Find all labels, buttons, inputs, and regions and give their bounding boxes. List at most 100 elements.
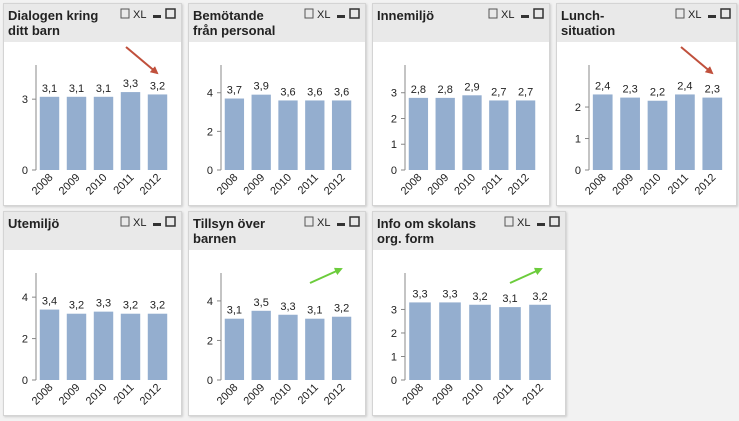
title-line: ditt barn [8,23,60,38]
toolbar: XL [120,8,176,21]
bar [251,310,271,380]
value-label: 2,3 [705,84,720,96]
print-icon [504,216,514,227]
maximize-button[interactable] [165,216,176,227]
value-label: 3,2 [69,300,84,312]
value-label: 3,1 [502,293,517,305]
value-label: 2,9 [464,81,479,93]
x-tick-label: 2008 [399,172,425,198]
x-tick-label: 2010 [268,172,294,198]
bar [305,318,325,380]
chart: 0 1 2 2,4 2008 2,3 2009 2,2 2010 2,4 2011 2,3 2012 [575,46,723,198]
maximize-button[interactable] [349,216,360,227]
maximize-button[interactable] [165,8,176,19]
trend-arrow [309,267,343,284]
y-tick-label: 4 [22,292,28,304]
chart-panel: Bemötande från personal XL 0 2 4 3,7 2008 3,9 200… [188,3,366,206]
trend-arrow [680,46,714,75]
xl-button[interactable]: XL [317,9,330,21]
bar [39,96,60,170]
chart-title: Bemötande från personal [193,8,275,38]
xl-button[interactable]: XL [501,9,514,21]
bar [278,100,298,170]
chart-title: Tillsyn över barnen [193,216,265,246]
print-icon [120,8,130,19]
toolbar: XL [675,8,731,21]
x-tick-label: 2012 [138,172,164,198]
bar [66,96,87,170]
x-tick-label: 2009 [430,382,456,408]
toolbar: XL [304,8,360,21]
toolbar: XL [488,8,544,21]
minimize-button[interactable] [521,15,529,18]
toolbar: XL [304,216,360,229]
bar [408,97,429,170]
y-tick-label: 0 [22,375,28,387]
xl-button[interactable]: XL [688,9,701,21]
x-tick-label: 2010 [268,382,294,408]
bar [305,100,325,170]
x-tick-label: 2010 [638,172,664,198]
title-line: Bemötande [193,8,264,23]
x-tick-label: 2011 [480,172,505,197]
value-label: 3,3 [412,288,427,300]
title-line: Dialogen kring [8,8,99,23]
value-label: 3,1 [307,305,322,317]
value-label: 2,3 [622,84,637,96]
chart: 0 2 4 3,7 2008 3,9 2009 3,6 2010 3,6 2011 3,6 2012 [207,65,352,198]
value-label: 3,2 [532,291,547,303]
x-tick-label: 2012 [322,382,348,408]
x-tick-label: 2010 [460,382,486,408]
maximize-button[interactable] [720,8,731,19]
minimize-button[interactable] [337,15,345,18]
y-tick-label: 2 [391,328,397,340]
chart-panel: Utemiljö XL 0 2 4 3,4 2008 3,2 2009 3,3 2010 3,2 201… [3,211,182,416]
xl-button[interactable]: XL [133,217,146,229]
y-tick-label: 0 [391,375,397,387]
y-tick-label: 2 [575,102,581,114]
bar [439,302,461,380]
x-tick-label: 2009 [426,172,452,198]
maximize-button[interactable] [349,8,360,19]
bar [462,95,482,170]
xl-button[interactable]: XL [133,9,146,21]
minimize-button[interactable] [537,223,545,226]
chart-title: Utemiljö [8,216,59,231]
value-label: 3,2 [472,291,487,303]
chart-panel: Innemiljö XL 0 1 2 3 2,8 2008 2,8 2009 2,9 2010 2,7 2… [372,3,550,206]
x-tick-label: 2012 [520,382,546,408]
y-tick-label: 1 [391,351,397,363]
x-tick-label: 2011 [111,172,136,197]
title-line: Info om skolans [377,216,476,231]
x-tick-label: 2012 [693,172,719,198]
chart-panel: Dialogen kring ditt barn XL 0 3 3,1 2008 3,1 200… [3,3,182,206]
minimize-button[interactable] [153,15,161,18]
maximize-button[interactable] [549,216,560,227]
trend-arrow [125,46,159,75]
x-tick-label: 2012 [506,172,532,198]
chart: 0 1 2 3 2,8 2008 2,8 2009 2,9 2010 2,7 2011 2,7 2012 [391,65,536,198]
minimize-button[interactable] [153,223,161,226]
value-label: 3,2 [150,300,165,312]
value-label: 3,3 [96,298,111,310]
y-tick-label: 3 [391,88,397,100]
maximize-button[interactable] [533,8,544,19]
panel-header: Lunch-situation XL [557,4,736,42]
value-label: 3,6 [280,86,295,98]
bar [331,316,352,380]
bar [147,313,168,380]
x-tick-label: 2009 [57,382,83,408]
minimize-button[interactable] [708,15,716,18]
panel-header: Bemötande från personal XL [189,4,365,42]
xl-button[interactable]: XL [517,217,530,229]
bar [251,94,271,170]
toolbar: XL [504,216,560,229]
minimize-button[interactable] [337,223,345,226]
xl-button[interactable]: XL [317,217,330,229]
x-tick-label: 2008 [215,172,241,198]
y-tick-label: 2 [391,113,397,125]
x-tick-label: 2009 [242,172,268,198]
x-tick-label: 2008 [30,382,56,408]
panel-header: Dialogen kring ditt barn XL [4,4,181,42]
